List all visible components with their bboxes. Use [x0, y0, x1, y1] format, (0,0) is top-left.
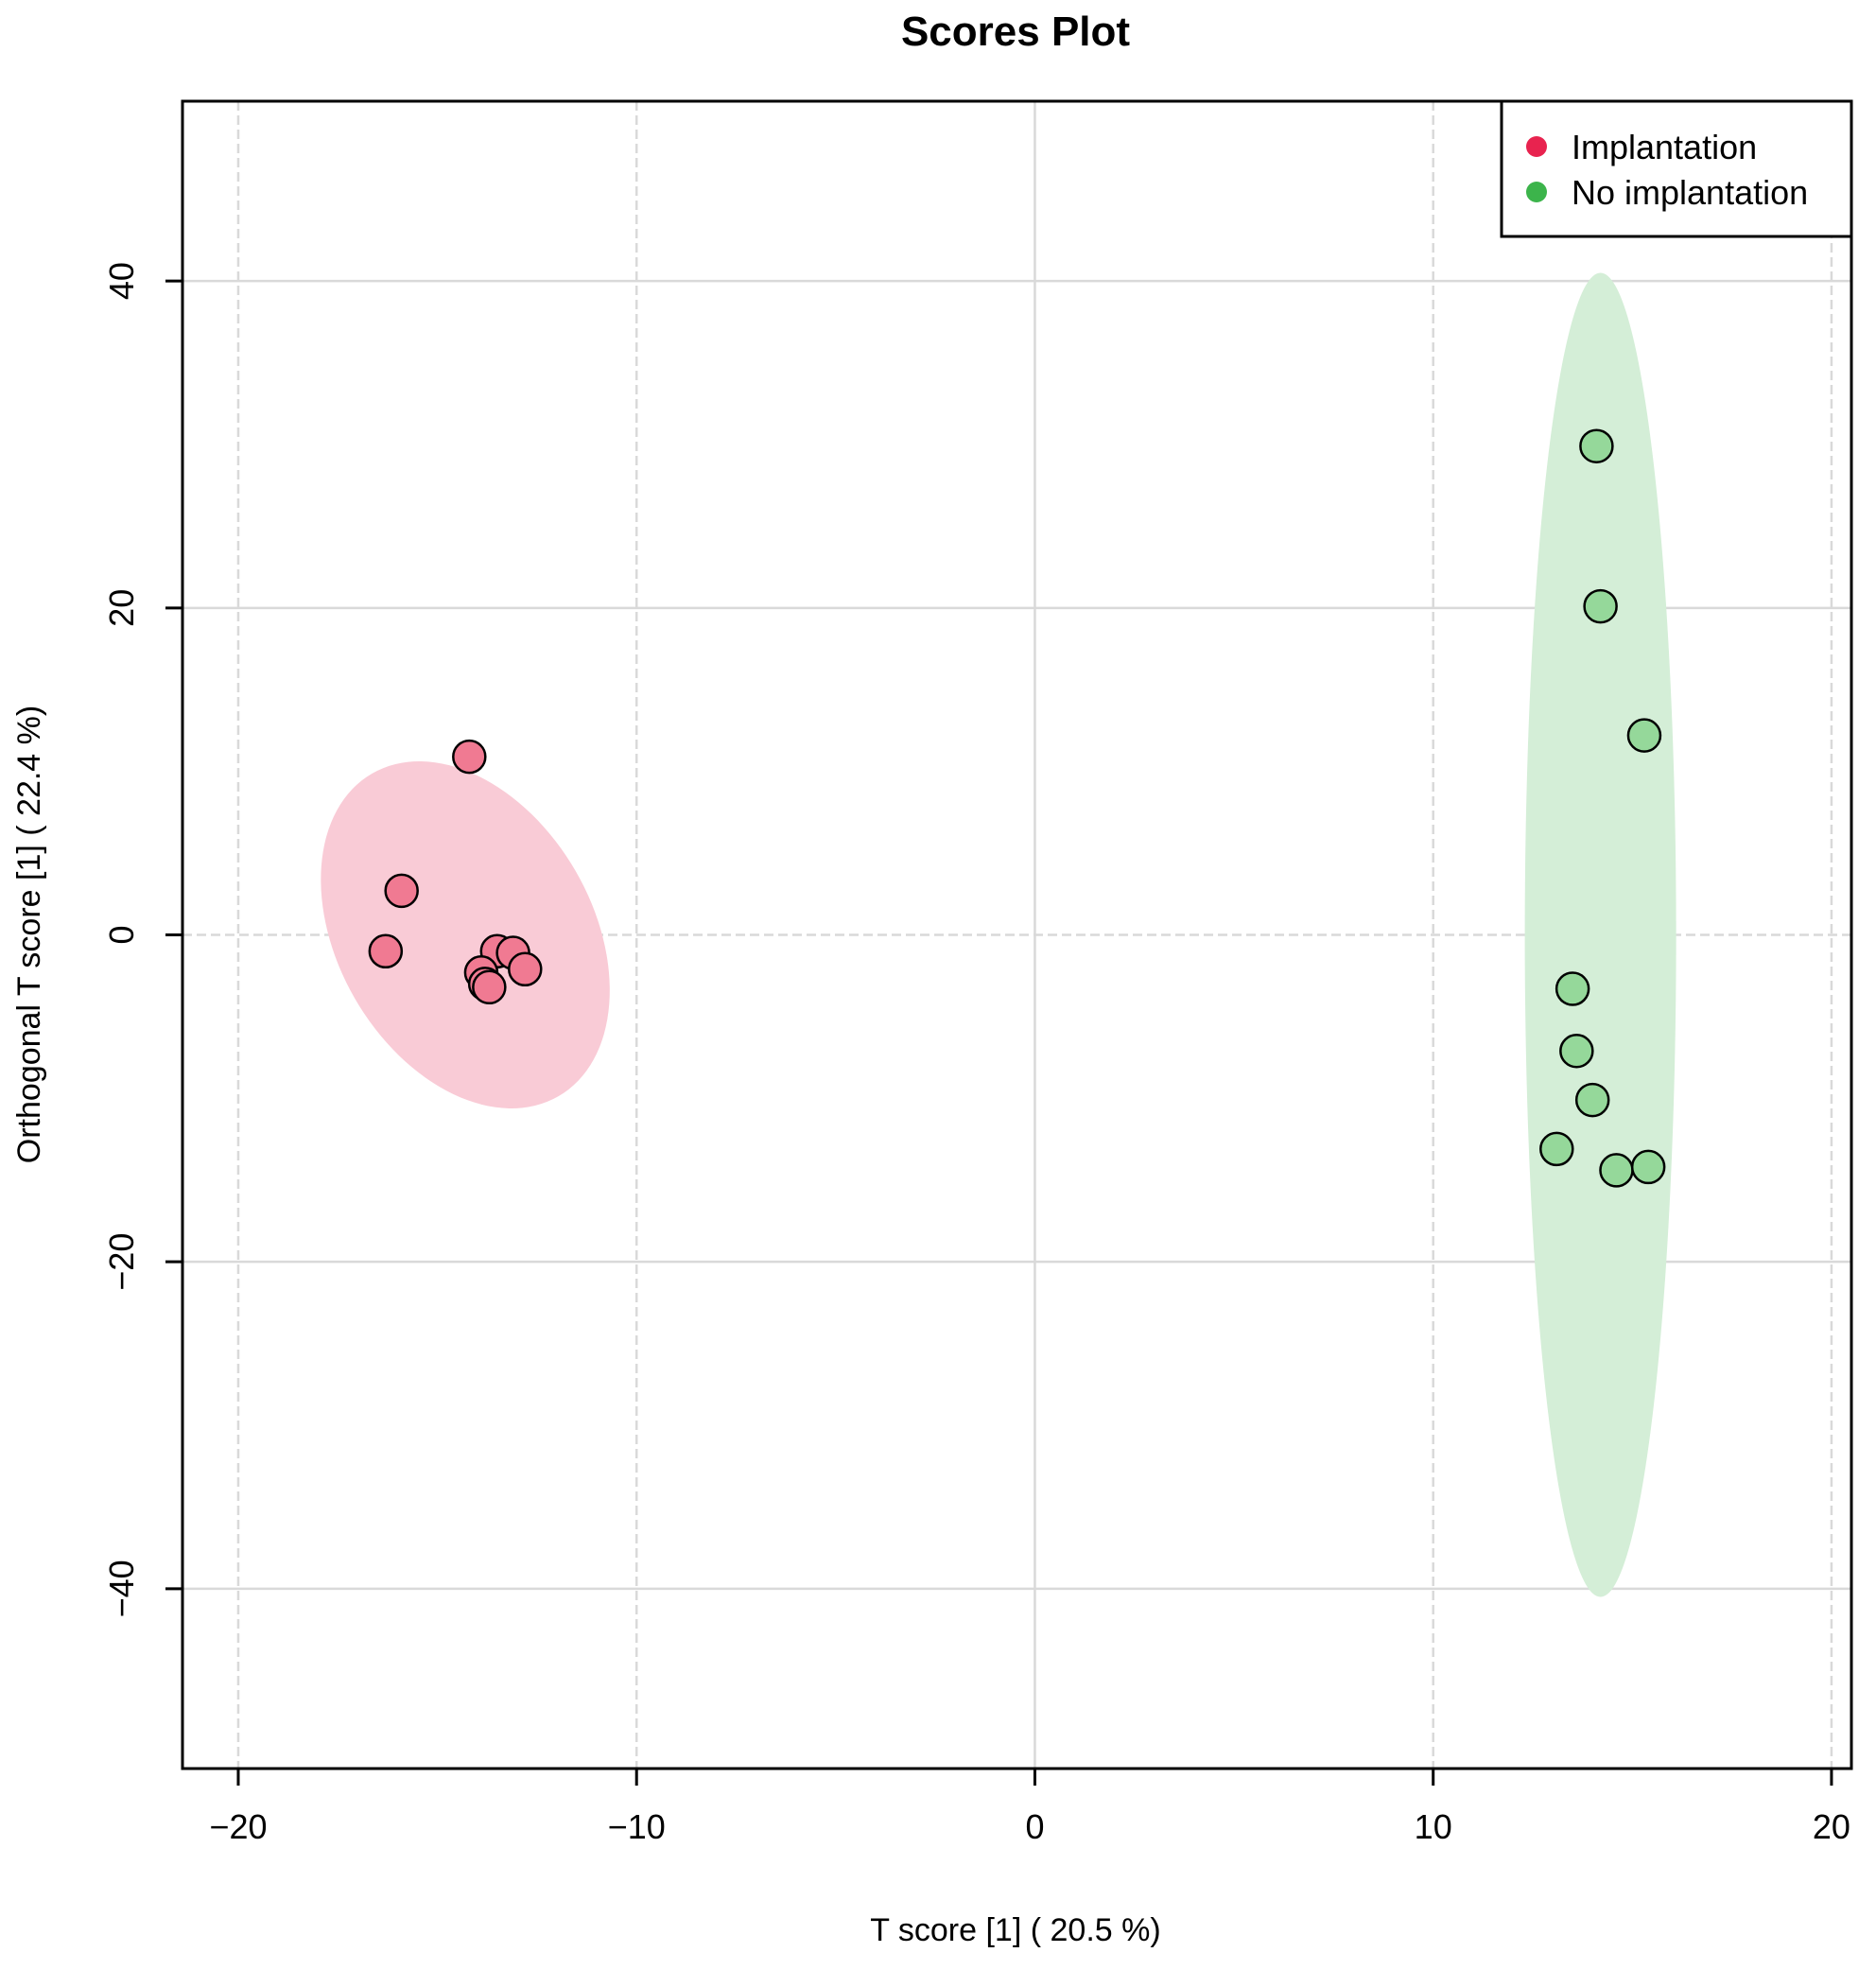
x-tick-label: −10	[608, 1807, 666, 1846]
data-point-1-4	[1559, 1033, 1594, 1069]
legend-label-1: No implantation	[1572, 173, 1808, 212]
data-point-0-8	[472, 969, 507, 1005]
data-point-0-0	[452, 739, 487, 775]
data-point-1-8	[1630, 1149, 1666, 1185]
x-tick-label: −20	[209, 1807, 267, 1846]
legend-marker-0	[1526, 136, 1547, 157]
data-point-0-2	[368, 933, 404, 969]
legend-label-0: Implantation	[1572, 128, 1757, 166]
confidence-ellipse-1	[1524, 272, 1676, 1597]
data-point-1-5	[1574, 1082, 1610, 1118]
data-point-0-5	[508, 951, 543, 987]
axis-ticks: −20 −10 0 10 20 −40 −20 0 20 40	[102, 262, 1850, 1846]
legend-marker-1	[1526, 182, 1547, 202]
legend-box	[1500, 99, 1853, 238]
y-tick-label: 40	[102, 262, 141, 300]
x-axis-label: T score [1] ( 20.5 %)	[870, 1912, 1160, 1948]
data-point-0-1	[384, 873, 419, 909]
y-tick-label: 0	[102, 925, 141, 944]
data-point-1-3	[1555, 971, 1590, 1006]
data-point-1-0	[1579, 428, 1614, 463]
chart-title: Scores Plot	[901, 9, 1130, 55]
confidence-ellipse-0	[321, 761, 610, 1108]
data-point-1-7	[1599, 1153, 1634, 1188]
y-axis-label: Orthogonal T score [1] ( 22.4 %)	[11, 706, 47, 1163]
y-tick-label: 20	[102, 589, 141, 627]
data-points	[368, 428, 1666, 1188]
x-tick-label: 10	[1415, 1807, 1452, 1846]
y-tick-label: −20	[102, 1233, 141, 1291]
x-tick-label: 0	[1025, 1807, 1044, 1846]
data-point-1-6	[1539, 1131, 1574, 1167]
confidence-ellipses	[321, 272, 1676, 1597]
data-point-1-1	[1583, 588, 1618, 624]
x-tick-label: 20	[1813, 1807, 1850, 1846]
y-tick-label: −40	[102, 1560, 141, 1617]
data-point-1-2	[1626, 718, 1662, 753]
legend: Implantation No implantation	[1500, 99, 1853, 238]
